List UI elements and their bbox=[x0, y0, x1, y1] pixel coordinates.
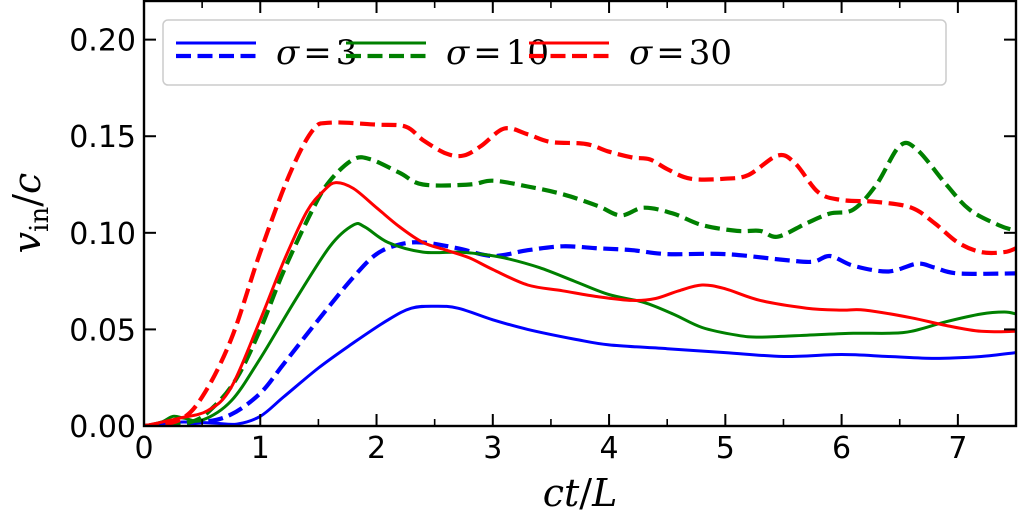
legend-frame bbox=[162, 19, 947, 86]
series-line-1 bbox=[144, 240, 1016, 426]
svg-text:ct/L: ct/L bbox=[543, 471, 618, 515]
x-tick-label: 1 bbox=[251, 431, 270, 466]
y-tick-label: 0.05 bbox=[69, 313, 136, 348]
legend-label: σ = 10 bbox=[446, 33, 549, 73]
ylabel-c: c bbox=[5, 173, 49, 194]
ylabel-sub: in bbox=[25, 207, 55, 232]
ticks-layer bbox=[143, 1, 1016, 427]
ylabel-v: v bbox=[5, 231, 49, 253]
x-tick-label: 0 bbox=[134, 431, 153, 466]
y-tick-label: 0.20 bbox=[69, 24, 136, 59]
series-line-2 bbox=[144, 222, 1016, 426]
series-line-4 bbox=[144, 181, 1016, 426]
x-tick-label: 7 bbox=[948, 431, 967, 466]
x-tick-label: 2 bbox=[367, 431, 386, 466]
xlabel-slash: / bbox=[579, 471, 592, 515]
legend-entry-10: σ = 10 bbox=[346, 33, 549, 73]
legend-label: σ = 30 bbox=[629, 33, 732, 73]
x-tick-label: 3 bbox=[483, 431, 502, 466]
legend-entry-30: σ = 30 bbox=[529, 33, 732, 73]
series-line-0 bbox=[144, 304, 1016, 426]
x-tick-label: 5 bbox=[716, 431, 735, 466]
svg-text:vin/c: vin/c bbox=[5, 173, 55, 254]
legend-entries: σ = 3 σ = 10 σ = 30 bbox=[176, 33, 732, 73]
ylabel-slash: / bbox=[5, 194, 49, 207]
y-tick-label: 0.00 bbox=[69, 410, 136, 445]
x-tick-label: 4 bbox=[600, 431, 619, 466]
legend-label: σ = 3 bbox=[276, 33, 357, 73]
xlabel-ct: ct bbox=[543, 471, 580, 515]
y-tick-label: 0.10 bbox=[69, 217, 136, 252]
tick-labels: 0 1 2 3 4 5 6 7 0.00 0.05 0.10 0.15 0.20 bbox=[69, 24, 967, 466]
y-tick-label: 0.15 bbox=[69, 120, 136, 155]
axes-frame bbox=[142, 0, 1018, 428]
xlabel-L: L bbox=[591, 471, 617, 515]
legend: σ = 3 σ = 10 σ = 30 bbox=[162, 19, 947, 86]
x-axis-label: ct/L bbox=[543, 471, 618, 515]
legend-entry-3: σ = 3 bbox=[176, 33, 357, 73]
series-layer bbox=[144, 120, 1016, 426]
series-line-5 bbox=[144, 120, 1016, 426]
x-tick-label: 6 bbox=[832, 431, 851, 466]
y-axis-label: vin/c bbox=[5, 173, 55, 254]
series-line-3 bbox=[144, 140, 1016, 426]
